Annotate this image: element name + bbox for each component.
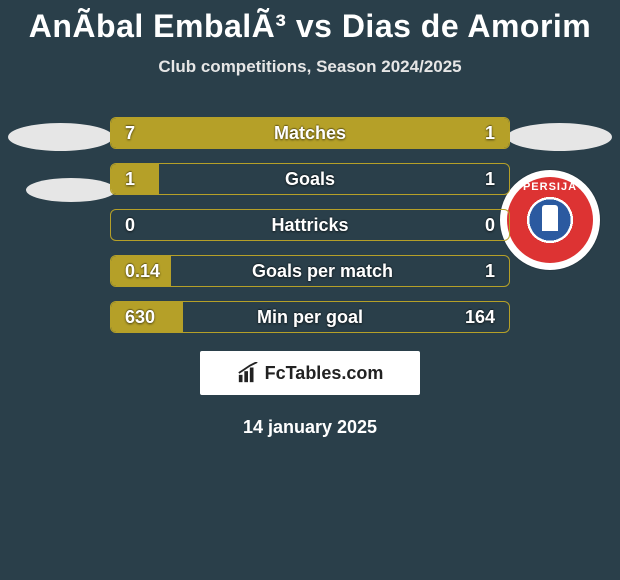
- stat-value-left: 1: [111, 169, 135, 190]
- player-left-shadow-1: [8, 123, 113, 151]
- page-title: AnÃ­bal EmbalÃ³ vs Dias de Amorim: [0, 0, 620, 45]
- stat-value-right: 1: [485, 169, 509, 190]
- stat-value-left: 7: [111, 123, 135, 144]
- stat-label: Goals: [135, 169, 485, 190]
- chart-icon: [237, 362, 259, 384]
- stat-label: Goals per match: [160, 261, 485, 282]
- club-badge-label: PERSIJA: [507, 181, 593, 193]
- stat-value-right: 164: [465, 307, 509, 328]
- stat-row: 7Matches1: [110, 117, 510, 149]
- stat-value-left: 630: [111, 307, 155, 328]
- stat-value-right: 1: [485, 261, 509, 282]
- stat-row: 630Min per goal164: [110, 301, 510, 333]
- stat-value-right: 0: [485, 215, 509, 236]
- date-label: 14 january 2025: [0, 417, 620, 438]
- stat-row: 0Hattricks0: [110, 209, 510, 241]
- page-subtitle: Club competitions, Season 2024/2025: [0, 57, 620, 77]
- stat-row: 0.14Goals per match1: [110, 255, 510, 287]
- stat-value-left: 0: [111, 215, 135, 236]
- brand-badge: FcTables.com: [200, 351, 420, 395]
- stat-label: Matches: [135, 123, 485, 144]
- player-right-shadow-1: [507, 123, 612, 151]
- stats-table: 7Matches11Goals10Hattricks00.14Goals per…: [110, 117, 510, 333]
- club-badge-right: PERSIJA: [500, 170, 600, 270]
- club-badge-icon: [542, 205, 558, 231]
- stat-value-left: 0.14: [111, 261, 160, 282]
- stat-label: Min per goal: [155, 307, 465, 328]
- stat-value-right: 1: [485, 123, 509, 144]
- brand-label: FcTables.com: [265, 363, 384, 384]
- player-left-shadow-2: [26, 178, 116, 202]
- stat-row: 1Goals1: [110, 163, 510, 195]
- stat-label: Hattricks: [135, 215, 485, 236]
